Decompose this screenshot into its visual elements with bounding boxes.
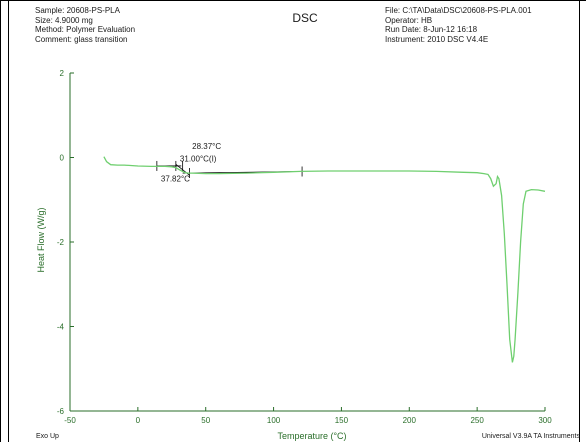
file-line: File: C:\TA\Data\DSC\20608-PS-PLA.001 [385, 6, 532, 15]
exo-up-note: Exo Up [36, 433, 59, 440]
size-line: Size: 4.9000 mg [35, 15, 93, 25]
y-tick-label: -4 [57, 323, 65, 332]
file-info: File: C:\TA\Data\DSC\20608-PS-PLA.001 Op… [385, 6, 532, 44]
x-tick-label: 200 [403, 416, 417, 425]
x-tick-label: 100 [267, 416, 281, 425]
comment-line: Comment: glass transition [35, 34, 128, 44]
x-tick-label: 300 [538, 416, 552, 425]
method-line: Method: Polymer Evaluation [35, 25, 136, 34]
x-tick-label: -50 [64, 416, 76, 425]
x-tick-label: 150 [335, 416, 349, 425]
x-axis-label: Temperature (°C) [277, 431, 346, 441]
heat-flow-curve [103, 156, 546, 363]
instrument-line: Instrument: 2010 DSC V4.4E [385, 34, 489, 44]
sample-line: Sample: 20608-PS-PLA [35, 6, 120, 15]
run-date-line: Run Date: 8-Jun-12 16:18 [385, 25, 478, 34]
temperature-annotation: 31.00°C(I) [180, 155, 217, 164]
y-tick-label: -6 [57, 407, 65, 416]
y-tick-label: -2 [57, 238, 65, 247]
temperature-annotation: 37.82°C [161, 175, 190, 184]
y-axis-label: Heat Flow (W/g) [36, 207, 46, 272]
operator-line: Operator: HB [385, 15, 433, 25]
x-tick-label: 0 [136, 416, 141, 425]
chart-title: DSC [292, 11, 318, 25]
temperature-annotation: 28.37°C [192, 142, 221, 151]
y-tick-label: 2 [60, 69, 65, 78]
sample-info: Sample: 20608-PS-PLA Size: 4.9000 mg Met… [35, 6, 135, 44]
software-version: Universal V3.9A TA Instruments [482, 433, 581, 440]
y-tick-label: 0 [60, 154, 65, 163]
x-tick-label: 50 [201, 416, 210, 425]
x-tick-label: 250 [470, 416, 484, 425]
